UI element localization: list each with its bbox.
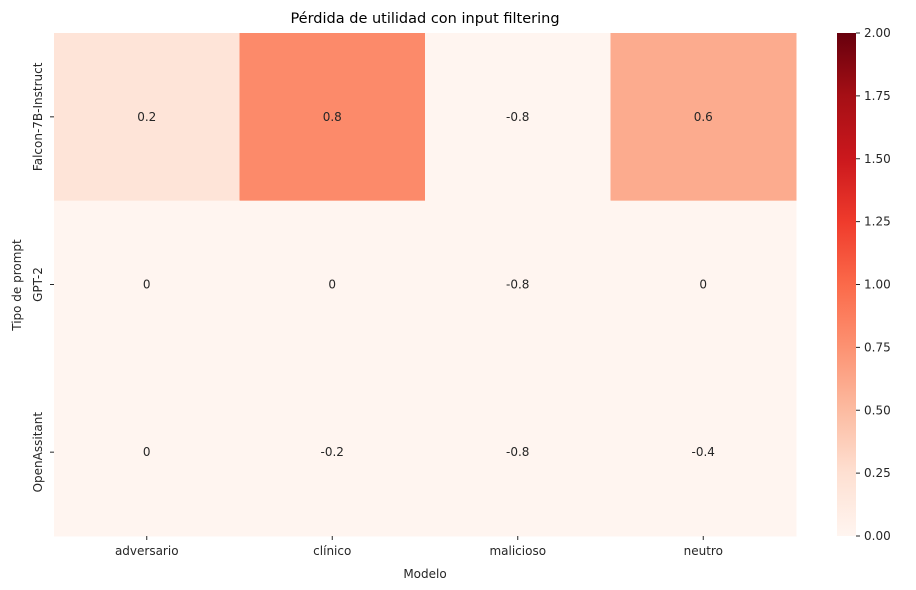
- heatmap-cell: [610, 368, 797, 537]
- cell-value-label: 0.6: [694, 110, 713, 124]
- heatmap-cells: 0.2 0.8 -0.8 0.6 0 0 -0.8 0 0 -0.2 -0.8 -0.4: [54, 33, 797, 537]
- cell-value-label: 0: [143, 445, 151, 459]
- colorbar-tick-label: 2.00: [864, 26, 891, 40]
- chart-title: Pérdida de utilidad con input filtering: [290, 11, 559, 27]
- heatmap-cell: [239, 33, 426, 202]
- cell-value-label: 0.8: [323, 110, 342, 124]
- x-axis: adversario clínico malicioso neutro: [115, 536, 723, 558]
- x-tick-label: neutro: [684, 544, 723, 558]
- colorbar-tick-label: 0.75: [864, 340, 891, 354]
- x-tick-label: adversario: [115, 544, 179, 558]
- colorbar-tick-label: 1.00: [864, 278, 891, 292]
- heatmap-cell: [425, 33, 611, 202]
- cell-value-label: -0.2: [321, 445, 344, 459]
- colorbar: [837, 33, 856, 536]
- cell-value-label: 0: [328, 278, 336, 292]
- colorbar-tick-label: 1.25: [864, 215, 891, 229]
- cell-value-label: -0.4: [692, 445, 715, 459]
- colorbar-tick-label: 0.50: [864, 403, 891, 417]
- heatmap-cell: [610, 200, 797, 369]
- colorbar-tick-label: 1.75: [864, 89, 891, 103]
- heatmap-cell: [425, 200, 611, 369]
- y-tick-label: Falcon-7B-Instruct: [31, 62, 45, 171]
- colorbar-tick-label: 0.25: [864, 466, 891, 480]
- colorbar-tick-label: 1.50: [864, 152, 891, 166]
- heatmap-cell: [54, 368, 240, 537]
- cell-value-label: -0.8: [506, 278, 529, 292]
- heatmap-cell: [239, 368, 426, 537]
- heatmap-cell: [54, 200, 240, 369]
- y-tick-label: OpenAssitant: [31, 412, 45, 493]
- x-tick-label: malicioso: [489, 544, 546, 558]
- colorbar-tick-label: 0.00: [864, 529, 891, 543]
- x-tick-label: clínico: [313, 544, 351, 558]
- cell-value-label: -0.8: [506, 110, 529, 124]
- x-axis-label: Modelo: [403, 567, 446, 581]
- cell-value-label: 0.2: [137, 110, 156, 124]
- cell-value-label: -0.8: [506, 445, 529, 459]
- y-tick-label: GPT-2: [31, 267, 45, 302]
- cell-value-label: 0: [143, 278, 151, 292]
- y-axis-label: Tipo de prompt: [10, 239, 24, 332]
- y-axis: Falcon-7B-Instruct GPT-2 OpenAssitant: [31, 62, 54, 492]
- heatmap-cell: [54, 33, 240, 202]
- heatmap-cell: [425, 368, 611, 537]
- colorbar-ticks: 0.00 0.25 0.50 0.75 1.00 1.25 1.50 1.75 2.00: [856, 26, 891, 543]
- cell-value-label: 0: [699, 278, 707, 292]
- heatmap-cell: [610, 33, 797, 202]
- heatmap-cell: [239, 200, 426, 369]
